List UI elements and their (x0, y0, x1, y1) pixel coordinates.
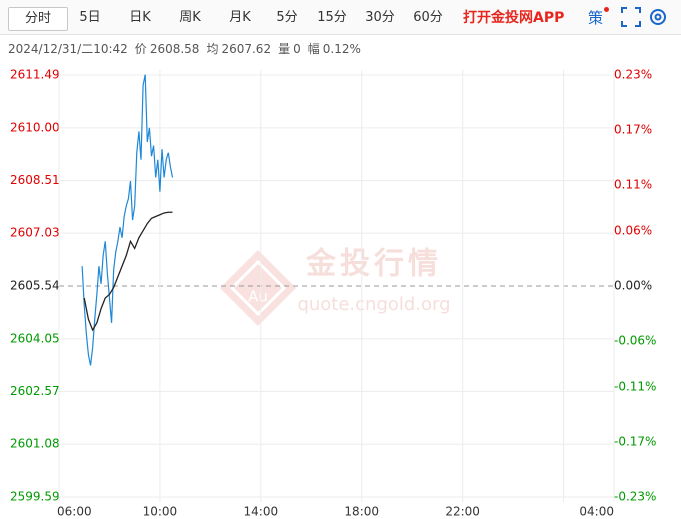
y-tick-label: 2605.54 (10, 279, 60, 293)
strategy-button[interactable]: 策 (588, 9, 604, 27)
toolbar-icons (621, 7, 666, 27)
info-change: 0.12% (322, 42, 361, 56)
y-tick-label: 2610.00 (10, 120, 60, 134)
y2-tick-label: 0.23% (614, 68, 652, 82)
y2-tick-label: -0.11% (614, 379, 656, 393)
info-bar: 2024/12/31/二10:42 价 2608.58 均 2607.62 量 0 幅 0.12… (8, 40, 368, 57)
info-change-label: 幅 (307, 42, 320, 56)
x-tick-label: 06:00 (57, 505, 92, 519)
info-volume: 0 (293, 42, 301, 56)
x-tick-label: 14:00 (244, 505, 279, 519)
notify-dot (604, 7, 609, 12)
y2-tick-label: -0.23% (614, 490, 656, 504)
tab[interactable]: 5分 (276, 10, 298, 25)
tab[interactable]: 30分 (365, 10, 395, 25)
y-tick-label: 2599.59 (10, 490, 60, 504)
tab[interactable]: 分时 (8, 7, 68, 31)
tab[interactable]: 5日 (79, 10, 101, 25)
tab[interactable]: 日K (129, 10, 151, 25)
y-tick-label: 2601.08 (10, 437, 60, 451)
settings-icon[interactable] (650, 9, 666, 25)
watermark-brand: 金投行情 (305, 247, 442, 282)
info-volume-label: 量 (278, 42, 291, 56)
tab[interactable]: 15分 (317, 10, 347, 25)
info-price-label: 价 (134, 42, 147, 56)
app-link[interactable]: 打开金投网APP (463, 10, 565, 26)
y-tick-label: 2611.49 (10, 68, 60, 82)
x-tick-label: 22:00 (445, 505, 480, 519)
y2-tick-label: 0.00% (614, 279, 652, 293)
y-tick-label: 2608.51 (10, 173, 60, 187)
info-price: 2608.58 (149, 42, 200, 56)
y2-tick-label: 0.17% (614, 123, 652, 137)
x-tick-label: 18:00 (344, 505, 379, 519)
info-time: 2024/12/31/二10:42 (8, 42, 128, 56)
y2-tick-label: 0.11% (614, 178, 652, 192)
y2-tick-label: -0.17% (614, 434, 656, 448)
watermark-site: quote.cngold.org (297, 294, 450, 315)
tab[interactable]: 月K (229, 10, 251, 25)
x-tick-label: 10:00 (143, 505, 178, 519)
series-line (83, 211, 173, 332)
tab-bar: 打开金投网APP 策 分时 5日 日K 周K 月K 5分 15分 30分 60分 (0, 0, 681, 35)
watermark: Au 金投行情 quote.cngold.org (220, 247, 451, 326)
y-tick-label: 2607.03 (10, 226, 60, 240)
tab[interactable]: 周K (179, 10, 201, 25)
info-avg: 2607.62 (221, 42, 272, 56)
y-tick-label: 2604.05 (10, 331, 60, 345)
fullscreen-icon[interactable] (621, 7, 641, 27)
watermark-symbol: Au (248, 288, 268, 306)
x-tick-label: 04:00 (579, 505, 614, 519)
series-line (81, 74, 174, 366)
y2-tick-label: -0.06% (614, 334, 656, 348)
y2-tick-label: 0.06% (614, 223, 652, 237)
y-tick-label: 2602.57 (10, 384, 60, 398)
tab[interactable]: 60分 (413, 10, 443, 25)
info-avg-label: 均 (206, 42, 219, 56)
